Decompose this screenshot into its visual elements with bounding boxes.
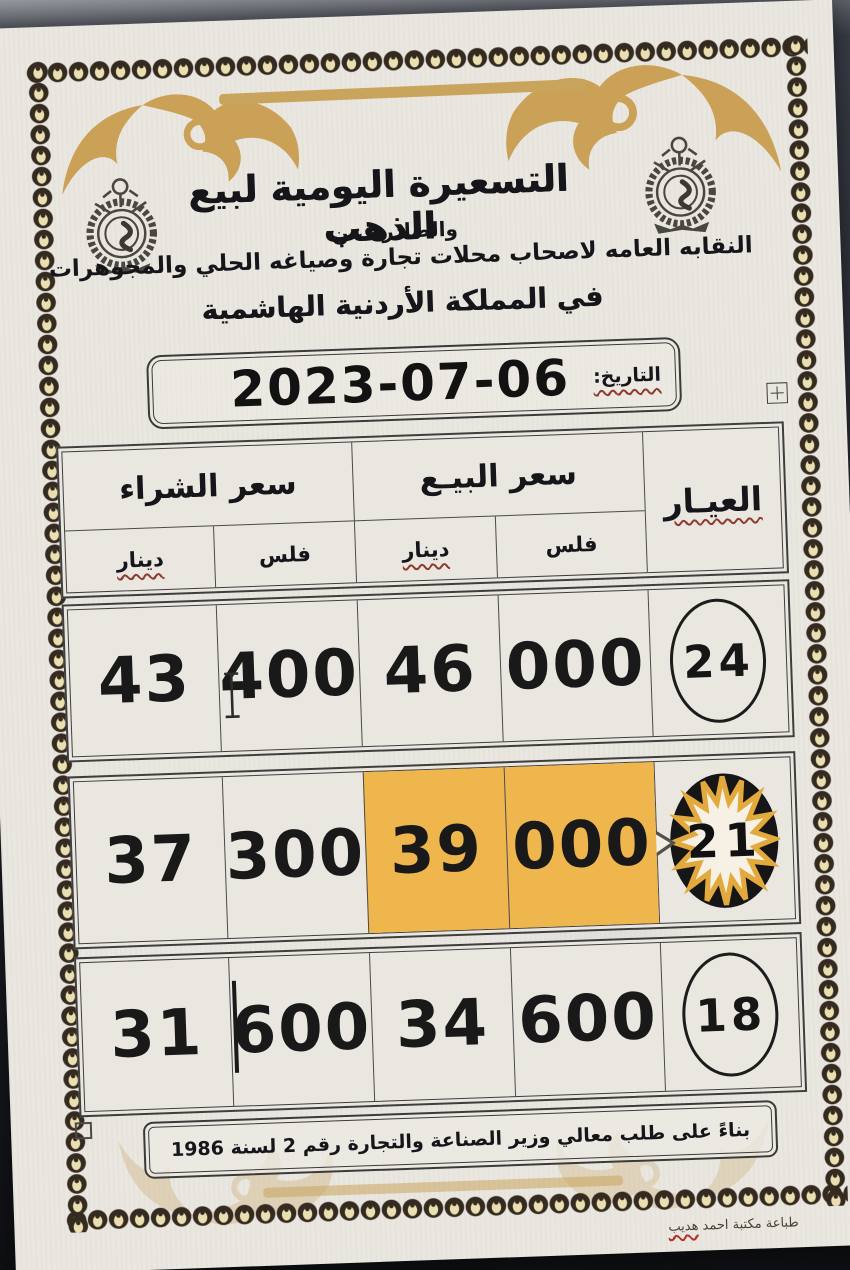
- karat-starburst-badge[interactable]: 21: [666, 768, 784, 912]
- sell-fils-value[interactable]: 600: [510, 942, 665, 1097]
- sell-dinar-value[interactable]: 46: [356, 595, 503, 747]
- buy-price-group-header[interactable]: سعر الشراء: [62, 442, 354, 532]
- table-row-24k: 43 400 46 000 24: [61, 579, 795, 763]
- price-table-header: سعر الشراء سعر البيـع العيـار دينار فلس …: [56, 421, 789, 599]
- buy-dinar-unit-header[interactable]: دينار: [116, 546, 165, 573]
- ibeam-cursor-icon: [219, 670, 245, 725]
- karat-column-header[interactable]: العيـار: [641, 427, 783, 573]
- sell-dinar-value[interactable]: 34: [368, 948, 516, 1102]
- buy-fils-value[interactable]: 600: [228, 953, 374, 1106]
- table-row-21k: 37 300 39 000 21: [67, 751, 802, 950]
- sell-price-group-header[interactable]: سعر البيـع: [350, 432, 645, 522]
- karat-cell: 24: [647, 585, 789, 737]
- karat-cell: 18: [659, 938, 801, 1091]
- table-row-18k: 31 600 34 600 18: [73, 932, 808, 1118]
- karat-oval-badge[interactable]: 24: [668, 597, 769, 725]
- buy-fils-value[interactable]: 300: [221, 772, 368, 939]
- print-credit-text: طباعة مكتبة احمد: [702, 1215, 799, 1234]
- karat-cell: 21: [653, 757, 796, 923]
- region-line[interactable]: في المملكة الأردنية الهاشمية: [200, 279, 604, 327]
- print-credit: طباعة مكتبة احمد هديب: [668, 1215, 799, 1235]
- date-value[interactable]: 2023-07-06: [229, 348, 572, 419]
- syndicate-gear-emblem-icon: [74, 173, 170, 278]
- table-move-handle-icon[interactable]: [766, 382, 789, 404]
- print-credit-flagged-word: هديب: [668, 1218, 699, 1235]
- buy-fils-unit-header[interactable]: فلس: [213, 521, 356, 588]
- syndicate-gear-emblem-icon: [633, 131, 729, 236]
- karat-oval-badge[interactable]: 18: [680, 950, 781, 1079]
- sell-fils-value[interactable]: 000: [497, 590, 653, 742]
- buy-dinar-value[interactable]: 43: [96, 642, 193, 720]
- corner-ornament-top-left: [53, 78, 309, 203]
- resize-handle-icon[interactable]: [74, 1121, 93, 1140]
- sell-fils-unit-header[interactable]: فلس: [495, 511, 647, 578]
- sell-fils-value-highlighted[interactable]: 000: [503, 762, 660, 929]
- buy-dinar-value[interactable]: 31: [109, 995, 205, 1074]
- date-box: التاريخ: 2023-07-06: [146, 336, 683, 430]
- sell-dinar-unit-header[interactable]: دينار: [353, 516, 498, 583]
- date-label[interactable]: التاريخ:: [592, 363, 662, 388]
- sell-dinar-value-highlighted[interactable]: 39: [362, 767, 510, 934]
- buy-dinar-value[interactable]: 37: [102, 821, 199, 899]
- karat-value: 21: [685, 811, 764, 869]
